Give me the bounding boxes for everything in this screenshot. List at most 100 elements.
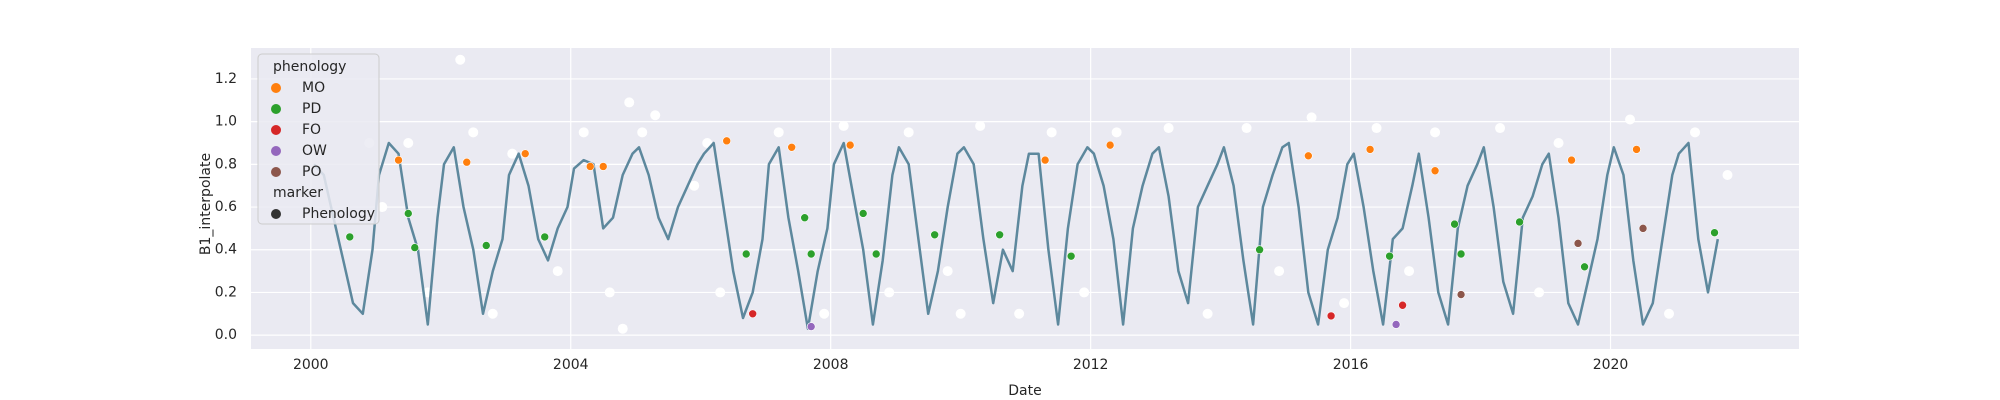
phenology-point [345,232,355,242]
background-point [1339,298,1350,309]
legend-box [257,53,380,225]
phenology-point [800,213,809,223]
background-point [1111,127,1122,138]
background-point [487,308,498,319]
background-point [624,97,635,108]
background-point [1046,127,1057,138]
y-tick-label: 0.0 [215,327,237,343]
phenology-point [1105,140,1115,150]
background-point [617,323,628,334]
phenology-point [930,230,939,240]
phenology-point [1632,145,1641,154]
phenology-point [598,162,608,171]
legend-swatch [271,146,281,156]
phenology-point [403,209,413,218]
x-tick-label: 2020 [1593,357,1629,373]
y-tick-label: 1.2 [215,71,237,87]
legend-label: MO [302,80,325,96]
phenology-point [520,149,530,158]
phenology-point [858,209,868,218]
phenology-point [1710,228,1719,237]
phenology-point [585,162,595,171]
legend-swatch [271,125,281,135]
phenology-point [1066,251,1076,261]
y-tick-label: 0.2 [215,284,237,300]
y-tick-label: 0.4 [215,242,237,258]
background-point [819,308,830,319]
phenology-point [1573,239,1583,248]
grid [251,48,1799,349]
phenology-point [1040,155,1050,165]
phenology-point [995,230,1004,240]
phenology-point [787,142,796,152]
phenology-point [1515,217,1524,227]
x-tick-label: 2012 [1073,357,1109,373]
background-point [975,120,986,131]
phenology-point [1456,290,1466,299]
legend-swatch [271,104,281,114]
phenology-point [1304,151,1313,161]
background-point [1430,127,1441,138]
background-point [552,266,563,277]
background-point [942,266,953,277]
background-point [1495,123,1506,134]
x-tick-label: 2008 [813,357,849,373]
plot-area [251,48,1799,349]
background-point [637,127,648,138]
phenology-point [1580,262,1589,272]
phenology-point [1456,249,1466,259]
legend-label: PD [302,101,321,117]
phenology-point [1638,224,1648,233]
phenology-point [748,309,758,319]
background-point [650,110,661,121]
background-point [1306,112,1317,123]
y-tick-label: 0.6 [215,199,237,215]
y-tick-label: 0.8 [215,156,237,172]
phenology-point [1391,320,1401,329]
x-tick-label: 2016 [1333,357,1369,373]
phenology-point [1326,311,1336,321]
phenology-point [1365,145,1375,154]
phenology-point [540,232,550,242]
background-point [1664,308,1675,319]
background-point [604,287,615,298]
phenology-point [845,140,855,150]
background-point [1079,287,1090,298]
background-point [468,127,479,138]
background-point [507,148,518,159]
background-point [1241,123,1252,134]
background-point [1625,114,1636,125]
y-tick-label: 1.0 [215,114,237,130]
background-point [1014,308,1025,319]
background-point [955,308,966,319]
x-tick-label: 2004 [553,357,589,373]
phenology-point [1255,245,1264,255]
y-axis-label: B1_interpolate [198,153,214,255]
legend-swatch [271,209,281,219]
phenology-point [1385,251,1394,261]
legend-title: marker [273,185,323,201]
legend-swatch [271,167,281,177]
background-point [1274,266,1285,277]
phenology-point [806,322,816,331]
phenology-point [410,243,420,252]
phenology-point [481,241,491,250]
phenology-point [1398,300,1407,310]
background-point [715,287,726,298]
legend-title: phenology [273,59,346,75]
x-axis-label: Date [1008,383,1041,399]
marks [313,54,1733,334]
x-tick-label: 2000 [293,357,329,373]
background-point [377,202,388,213]
background-point [689,180,700,191]
background-point [578,127,589,138]
phenology-point [1450,219,1459,229]
background-point [1404,266,1415,277]
legend-label: OW [302,143,327,159]
background-point [455,54,466,65]
phenology-point [394,155,403,165]
background-point [773,127,784,138]
phenology-point [722,136,732,146]
